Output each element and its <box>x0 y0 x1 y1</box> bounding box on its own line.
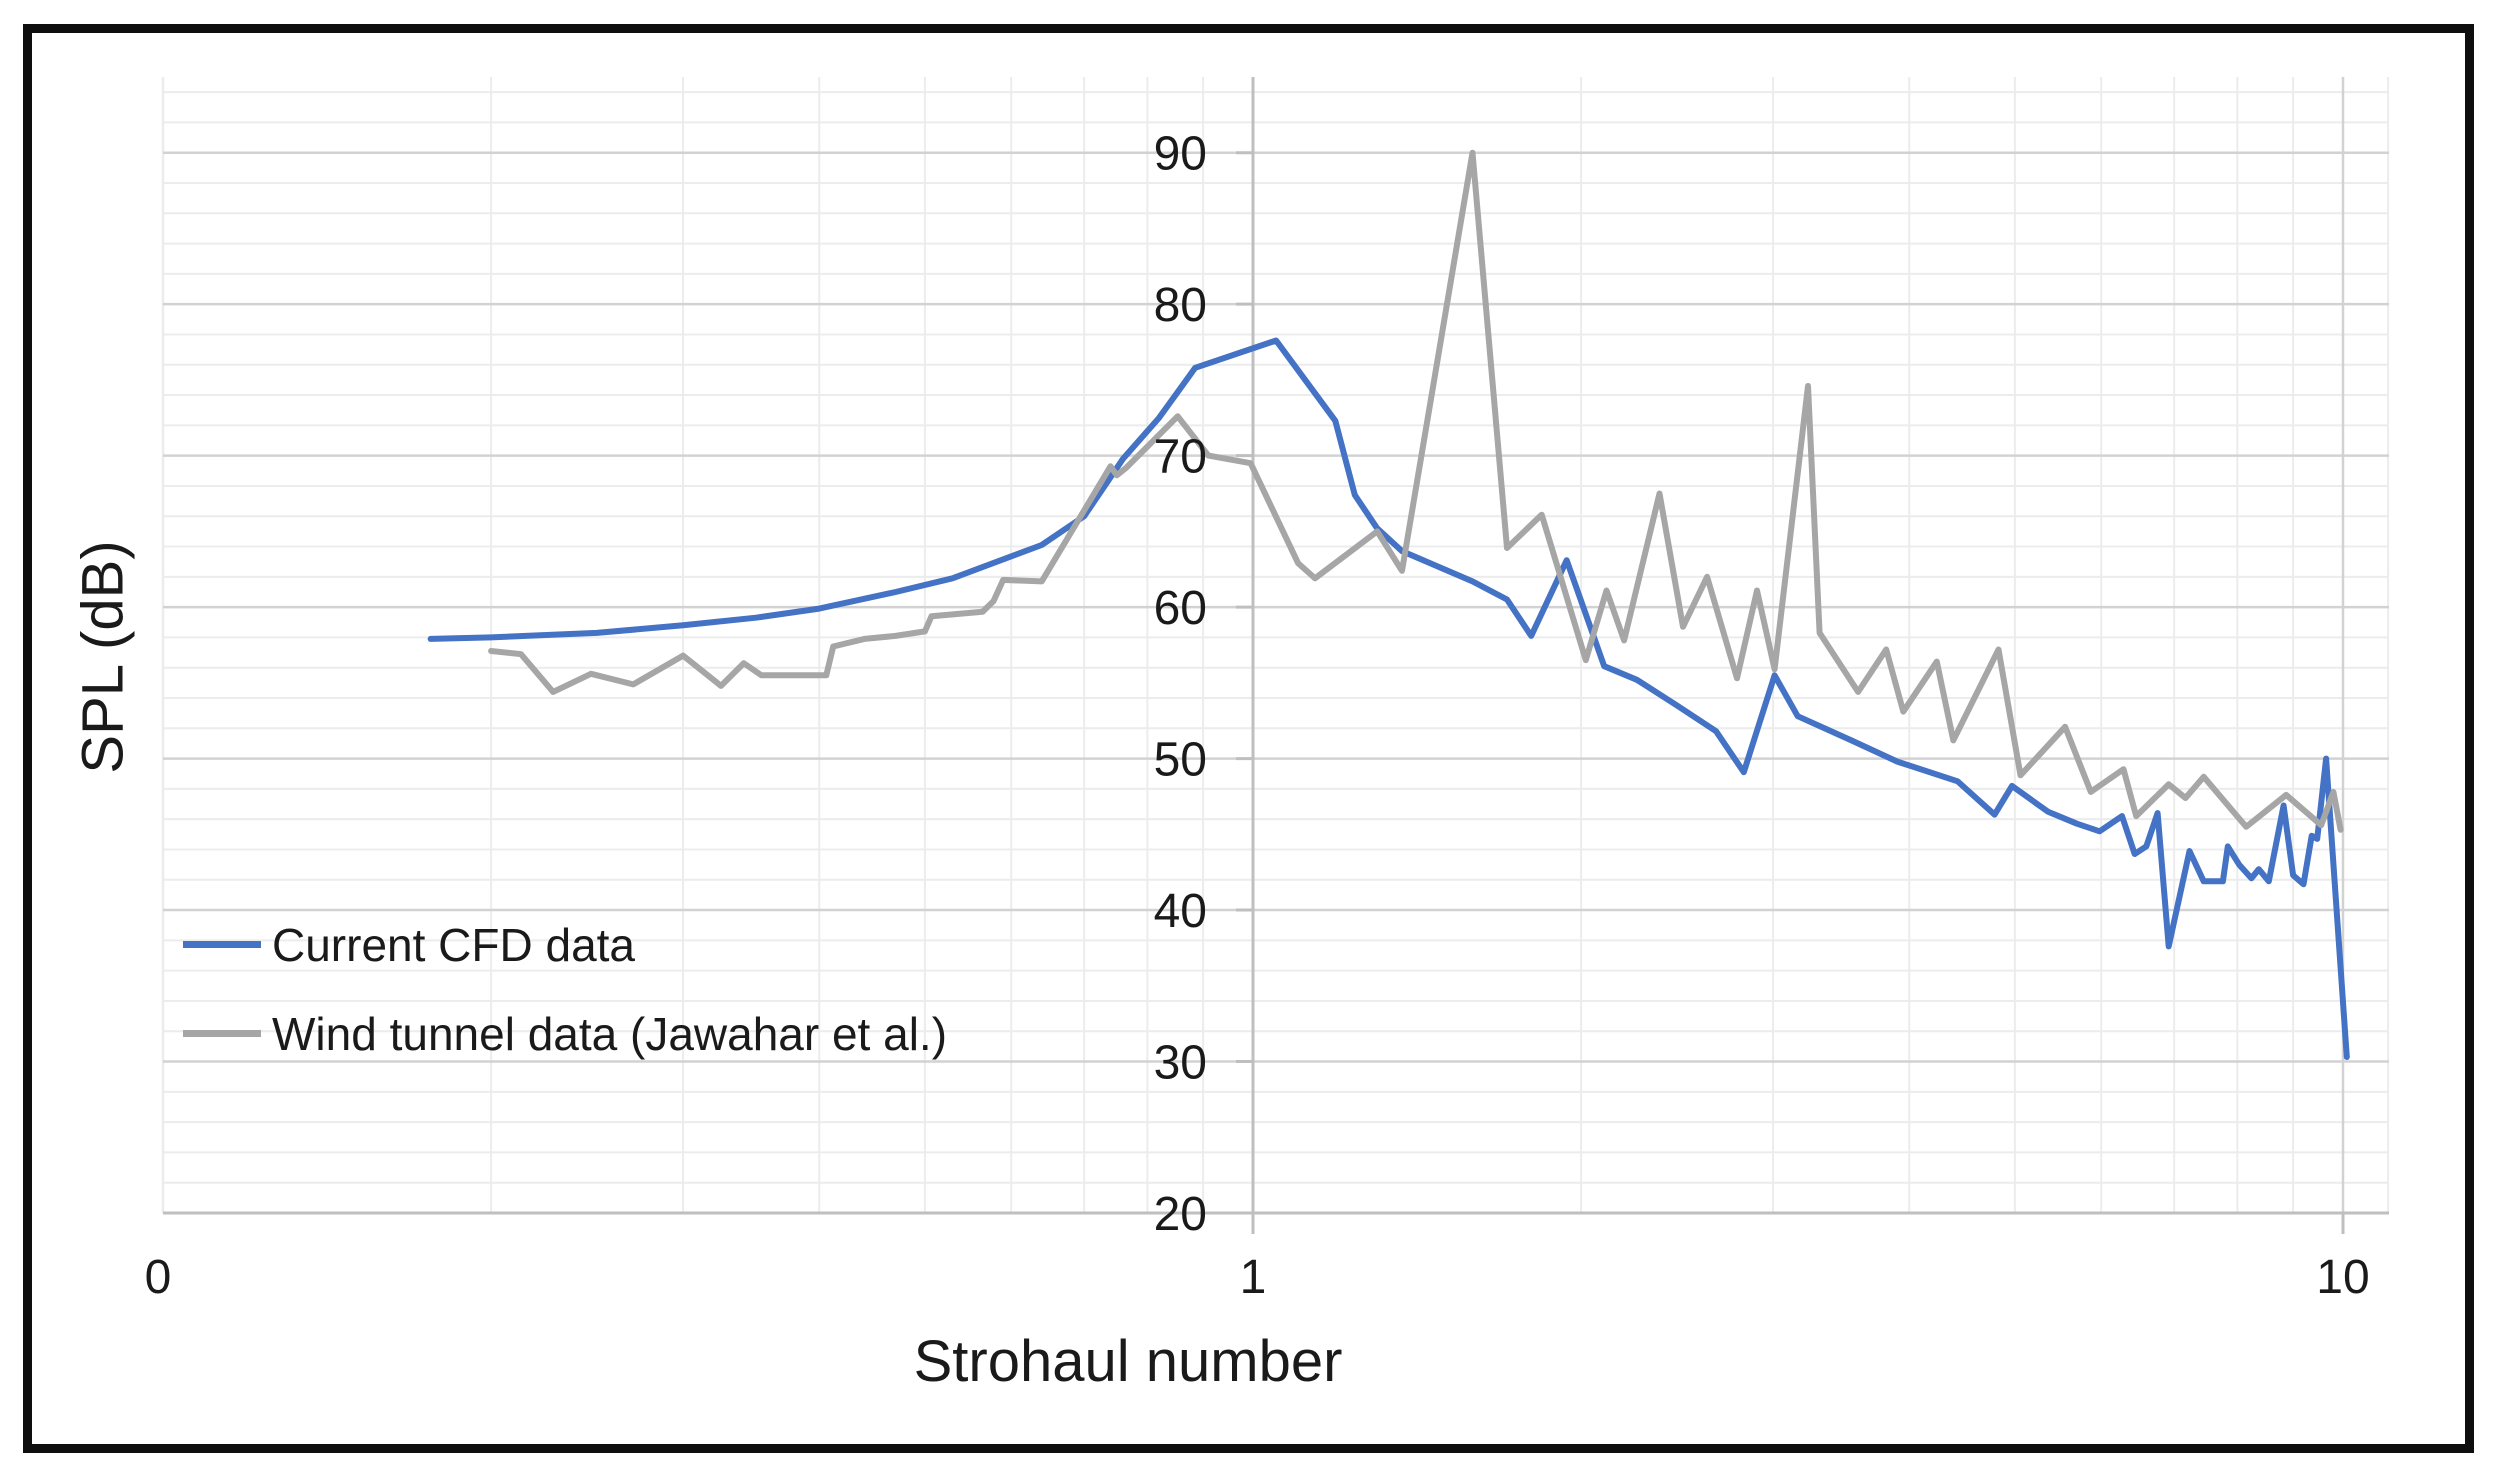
y-tick-label: 90 <box>1154 128 1207 181</box>
legend-line-sample-windtunnel <box>183 1030 261 1037</box>
y-tick-label: 80 <box>1154 279 1207 332</box>
y-tick-label: 40 <box>1154 885 1207 938</box>
y-tick-label: 60 <box>1154 582 1207 635</box>
y-tick-label: 30 <box>1154 1037 1207 1090</box>
y-tick-label: 70 <box>1154 431 1207 484</box>
legend-item-windtunnel: Wind tunnel data (Jawahar et al.) <box>183 989 947 1078</box>
y-tick-label: 50 <box>1154 734 1207 787</box>
tick-labels: 90 80 70 60 50 40 30 20 0 1 10 <box>145 128 2370 1304</box>
legend-label-windtunnel: Wind tunnel data (Jawahar et al.) <box>272 1007 948 1060</box>
axis-ticks <box>1236 151 2345 1234</box>
x-tick-label: 1 <box>1240 1251 1267 1304</box>
data-series <box>427 149 2350 1060</box>
y-axis-title: SPL (dB) <box>70 540 136 774</box>
series-line-1 <box>488 149 2344 833</box>
legend-line-sample-cfd <box>183 941 261 948</box>
legend-label-cfd: Current CFD data <box>272 918 636 971</box>
legend-item-cfd: Current CFD data <box>183 900 947 989</box>
x-axis-title: Strohaul number <box>913 1329 1343 1394</box>
axis-lines <box>163 77 2389 1215</box>
y-tick-label: 20 <box>1154 1188 1207 1241</box>
x-tick-label: 0 <box>145 1251 172 1304</box>
x-tick-label: 10 <box>2316 1251 2369 1304</box>
series-line-0 <box>427 337 2350 1060</box>
legend: Current CFD data Wind tunnel data (Jawah… <box>183 900 947 1078</box>
